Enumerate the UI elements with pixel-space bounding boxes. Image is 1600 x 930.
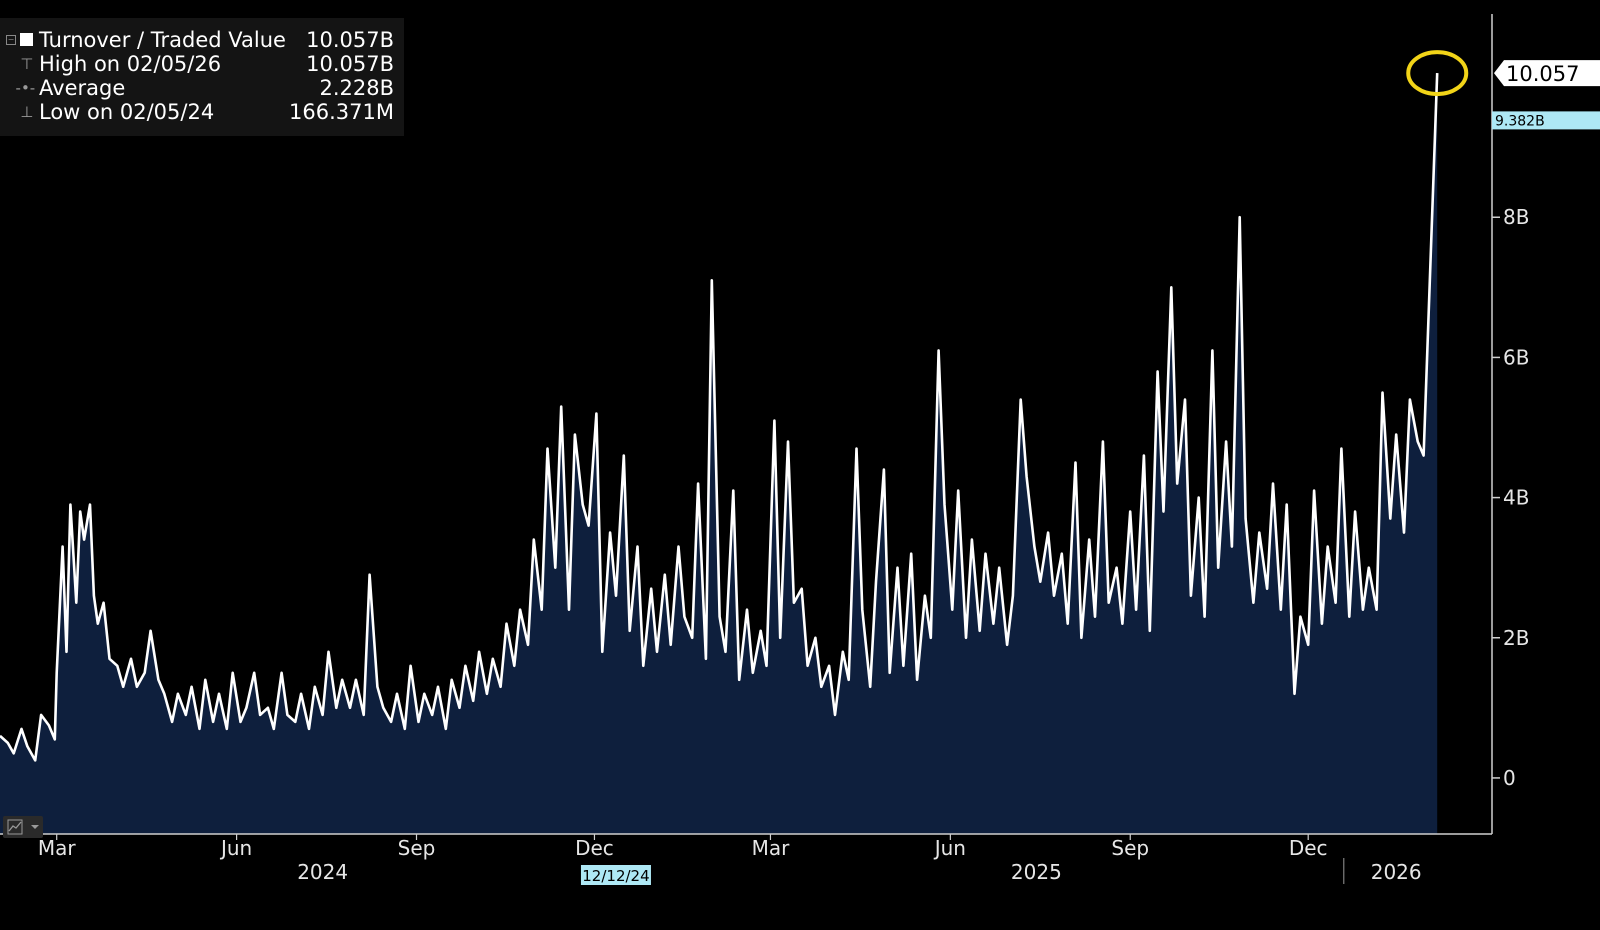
year-label: 2026 bbox=[1371, 860, 1422, 884]
high-marker-icon: ⊤ bbox=[6, 55, 34, 73]
crosshair-date-label: 12/12/24 bbox=[582, 867, 649, 885]
line-chart-icon bbox=[7, 819, 39, 835]
crosshair-date-tag bbox=[580, 865, 651, 885]
legend-low-label: Low on 02/05/24 bbox=[39, 100, 215, 124]
legend-low-value: 166.371M bbox=[289, 100, 394, 124]
last-value-label: 10.057 bbox=[1506, 62, 1579, 86]
y-tick-label: 2B bbox=[1503, 626, 1529, 650]
chart-type-button[interactable] bbox=[3, 816, 43, 838]
y-tick-label: 8B bbox=[1503, 205, 1529, 229]
low-marker-icon: ⊥ bbox=[6, 103, 34, 121]
legend-series-label: Turnover / Traded Value bbox=[39, 28, 286, 52]
legend-high-label: High on 02/05/26 bbox=[39, 52, 222, 76]
x-tick-label: Sep bbox=[398, 836, 436, 860]
year-label: 2024 bbox=[297, 860, 348, 884]
y-tick-label: 4B bbox=[1503, 486, 1529, 510]
turnover-area bbox=[0, 73, 1438, 835]
crosshair-value-tag bbox=[1492, 111, 1600, 130]
crosshair-value-label: 9.382B bbox=[1495, 113, 1545, 129]
x-tick-label: Jun bbox=[933, 836, 966, 860]
chevron-down-icon bbox=[31, 825, 39, 829]
x-tick-label: Jun bbox=[219, 836, 252, 860]
chart-legend: − Turnover / Traded Value 10.057B ⊤ High… bbox=[0, 18, 404, 136]
x-tick-label: Dec bbox=[1289, 836, 1328, 860]
legend-series-value: 10.057B bbox=[306, 28, 394, 52]
legend-average-value: 2.228B bbox=[319, 76, 394, 100]
high-highlight-circle bbox=[1406, 50, 1469, 97]
year-label: 2025 bbox=[1011, 860, 1062, 884]
legend-high: ⊤ High on 02/05/26 10.057B bbox=[6, 52, 394, 76]
x-tick-label: Mar bbox=[38, 836, 77, 860]
turnover-line bbox=[0, 73, 1439, 762]
legend-average-label: Average bbox=[39, 76, 126, 100]
legend-series[interactable]: − Turnover / Traded Value 10.057B bbox=[6, 28, 394, 52]
legend-average: -•- Average 2.228B bbox=[6, 76, 394, 100]
last-value-tag bbox=[1494, 60, 1600, 87]
x-tick-label: Dec bbox=[575, 836, 614, 860]
x-tick-label: Mar bbox=[752, 836, 791, 860]
y-tick-label: 0 bbox=[1503, 766, 1516, 790]
legend-high-value: 10.057B bbox=[306, 52, 394, 76]
y-tick-label: 6B bbox=[1503, 345, 1529, 369]
average-marker-icon: -•- bbox=[6, 79, 36, 97]
legend-collapse-icon[interactable]: − bbox=[6, 28, 40, 53]
series-swatch bbox=[20, 33, 33, 46]
x-tick-label: Sep bbox=[1111, 836, 1149, 860]
legend-low: ⊥ Low on 02/05/24 166.371M bbox=[6, 100, 394, 124]
